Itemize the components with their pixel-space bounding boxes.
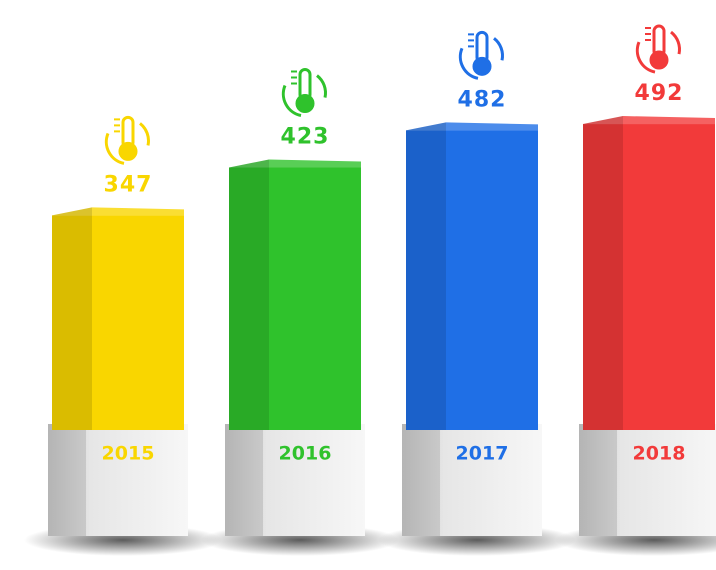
value-label: 492 <box>635 81 684 106</box>
thermometer-icon <box>104 115 150 165</box>
icon-bulb <box>295 94 315 114</box>
pedestal-side <box>579 424 617 536</box>
thermometer-icon <box>281 68 327 117</box>
icon-arrow <box>104 132 125 165</box>
icon-ticks <box>468 33 474 48</box>
bar-top <box>52 207 184 216</box>
bar-front <box>583 124 715 430</box>
bar-top <box>229 159 361 168</box>
icon-bulb <box>649 50 669 70</box>
icon-bulb <box>472 56 492 76</box>
year-label: 2016 <box>279 443 332 465</box>
icon-arrow <box>458 47 479 80</box>
pedestal-side <box>48 424 86 536</box>
icon-bulb <box>118 141 138 161</box>
icon-ticks <box>645 27 651 42</box>
pedestal <box>225 424 365 536</box>
bar-front <box>229 167 361 430</box>
thermometer-icon <box>635 24 681 74</box>
year-label: 2015 <box>102 443 155 465</box>
bar-side <box>583 116 623 430</box>
bar-top <box>406 122 538 131</box>
value-label: 423 <box>281 125 330 150</box>
pedestal <box>579 424 716 536</box>
icon-arrow <box>316 74 327 98</box>
pedestal <box>48 424 188 536</box>
bar-side <box>229 159 269 430</box>
icon-ticks <box>114 118 120 133</box>
icon-arrow <box>139 122 150 146</box>
value-label: 347 <box>104 172 153 197</box>
icon-arrow <box>493 37 504 61</box>
bar <box>229 159 361 430</box>
bar-front <box>52 215 184 430</box>
bar <box>583 116 715 430</box>
bar <box>406 122 538 430</box>
bar <box>52 207 184 430</box>
icon-arrow <box>281 84 302 117</box>
year-label: 2018 <box>633 443 686 465</box>
bar-top <box>583 116 715 125</box>
icon-ticks <box>291 70 297 85</box>
thermometer-icon <box>458 30 504 80</box>
year-label: 2017 <box>456 443 509 465</box>
pedestal <box>402 424 542 536</box>
bar-side <box>52 207 92 430</box>
icon-arrow <box>635 41 656 74</box>
bar-side <box>406 122 446 430</box>
value-label: 482 <box>458 87 507 112</box>
pedestal-side <box>402 424 440 536</box>
pedestal-side <box>225 424 263 536</box>
bar-front <box>406 130 538 430</box>
icon-arrow <box>670 30 681 55</box>
